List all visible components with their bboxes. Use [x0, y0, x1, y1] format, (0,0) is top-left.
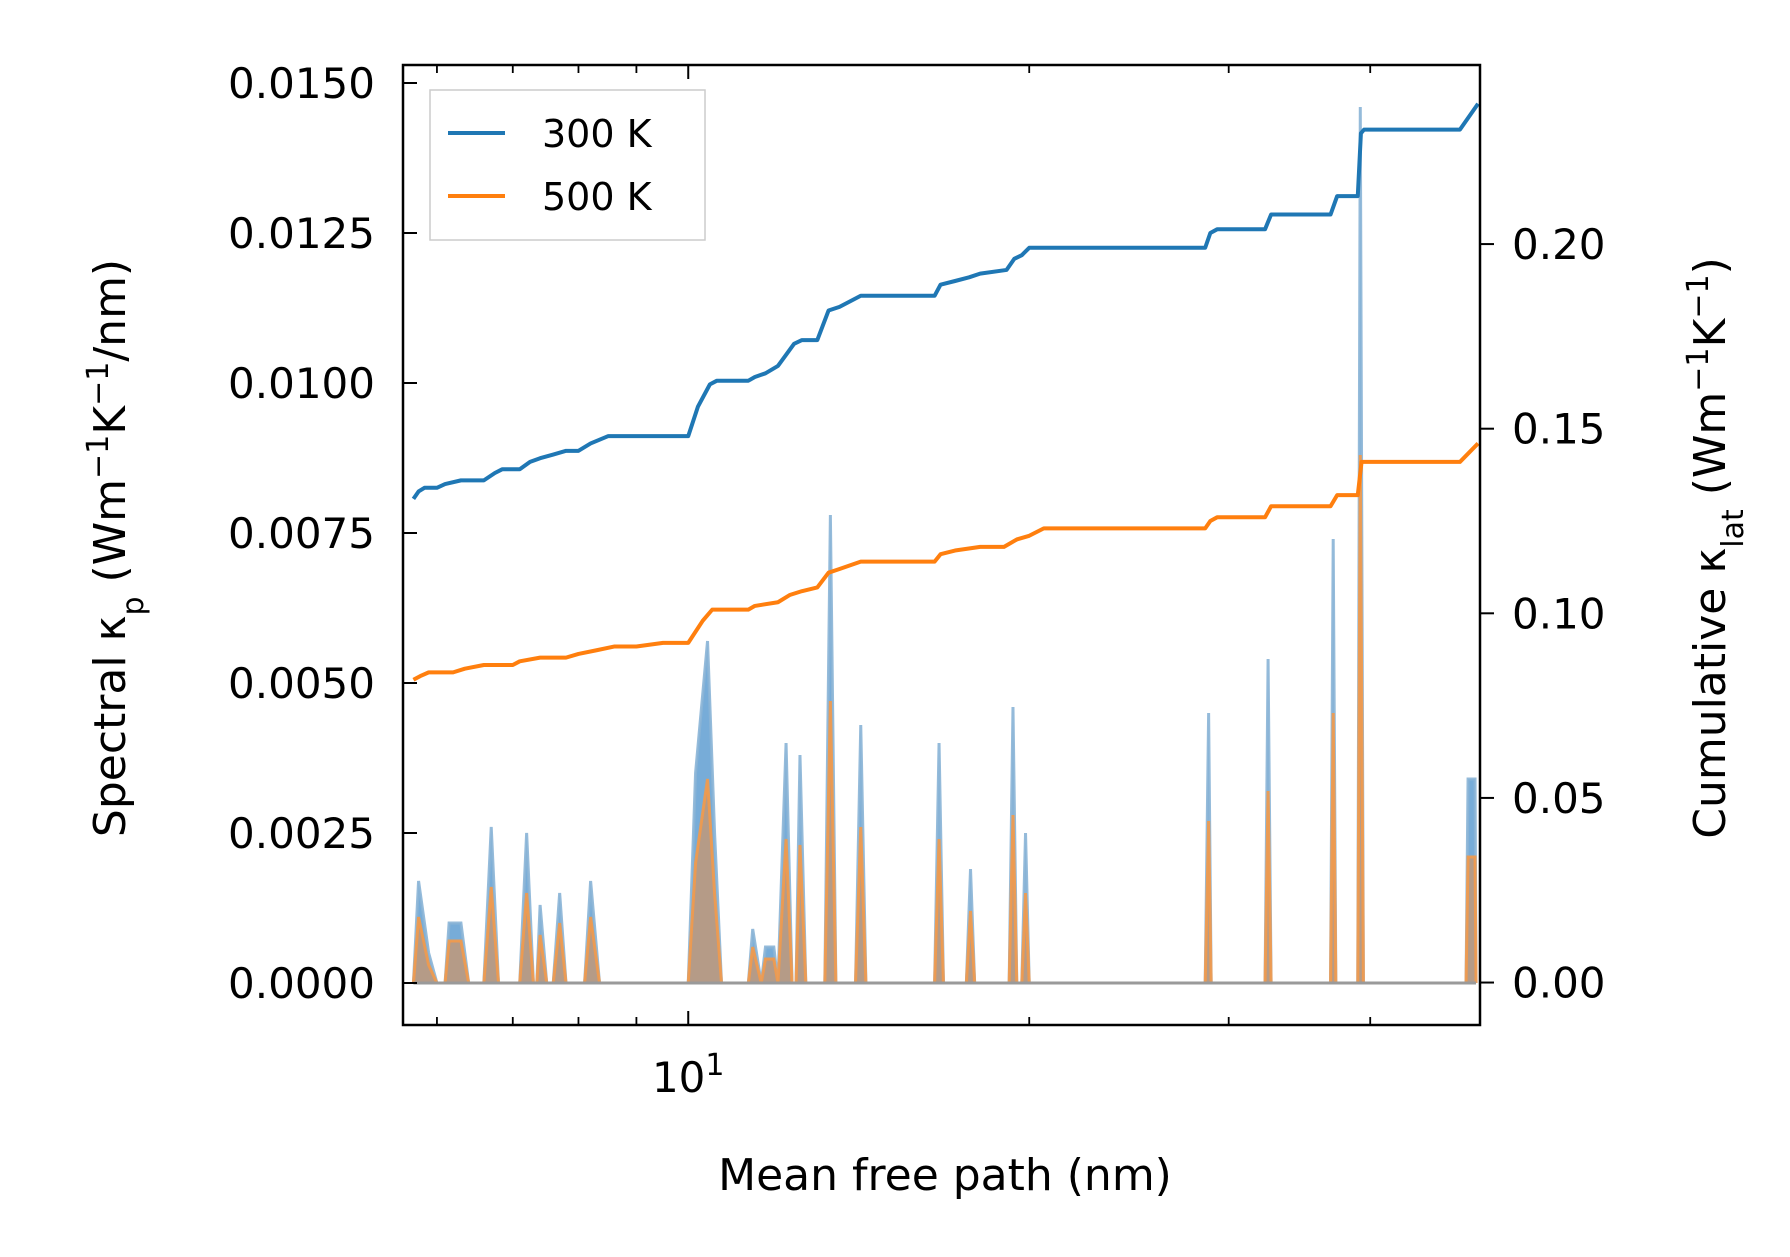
plot-area [411, 102, 1480, 985]
legend-label-300k: 300 K [542, 112, 653, 156]
cumulative-line-500k [412, 442, 1480, 682]
left-tick-label: 0.0050 [228, 659, 375, 708]
legend-box [429, 89, 706, 241]
x-axis-title: Mean free path (nm) [718, 1150, 1172, 1201]
left-tick-label: 0.0000 [228, 959, 375, 1008]
series-group [411, 102, 1480, 985]
spectral-line-500k [411, 454, 1478, 985]
right-tick-label: 0.00 [1512, 959, 1606, 1008]
x-tick-label: 101 [652, 1048, 725, 1103]
left-tick-label: 0.0100 [228, 359, 375, 408]
axes: 0.0000 0.0025 0.0050 0.0075 0.0100 0.0125 0.01… [228, 59, 1605, 1102]
right-axis-title: Cumulative κlat (Wm−1K−1) [1681, 257, 1751, 839]
left-tick-label: 0.0150 [228, 59, 375, 108]
legend: 300 K 500 K [429, 89, 706, 241]
right-tick-label: 0.05 [1512, 774, 1606, 823]
left-tick-label: 0.0125 [228, 209, 375, 258]
right-tick-label: 0.20 [1512, 220, 1606, 269]
right-tick-label: 0.15 [1512, 405, 1606, 454]
spectral-area-500k [413, 455, 1477, 983]
right-tick-label: 0.10 [1512, 589, 1606, 638]
left-tick-label: 0.0075 [228, 509, 375, 558]
legend-label-500k: 500 K [542, 175, 653, 219]
cumulative-line-300k [411, 102, 1480, 500]
axes-frame [401, 63, 1482, 1027]
left-axis-title: Spectral κp (Wm−1K−1/nm) [81, 259, 151, 837]
left-tick-label: 0.0025 [228, 809, 375, 858]
